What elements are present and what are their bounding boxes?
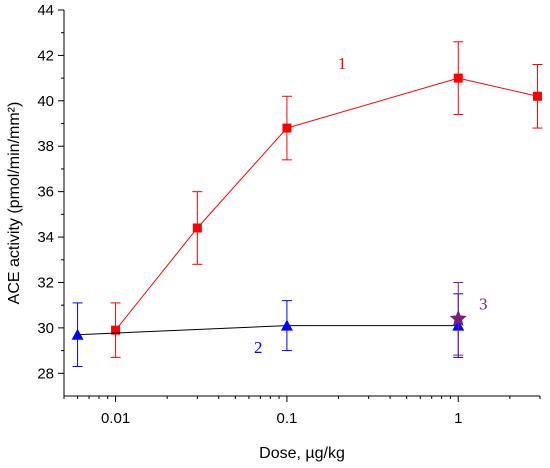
series-1-point <box>453 73 463 83</box>
series-2-point <box>280 319 293 331</box>
y-tick-label-38: 38 <box>37 138 54 155</box>
series-2-point <box>71 328 84 340</box>
y-tick-label-30: 30 <box>37 320 54 337</box>
series-layer: 1 2 3 <box>71 41 543 367</box>
series-1: 1 <box>110 41 543 358</box>
series-2: 2 <box>71 293 465 367</box>
series-1-point <box>192 223 202 233</box>
axes <box>63 10 540 397</box>
series-1-line <box>115 77 538 331</box>
y-tick-label-36: 36 <box>37 184 54 201</box>
series-3: 3 <box>449 281 488 356</box>
y-tick-label-34: 34 <box>37 229 54 246</box>
series-label-2: 2 <box>254 338 263 357</box>
y-tick-label-44: 44 <box>37 2 54 19</box>
series-1-point <box>111 325 121 335</box>
y-tick-label-40: 40 <box>37 93 54 110</box>
series-1-point <box>282 123 292 133</box>
x-tick-label-0: 0.01 <box>101 410 130 427</box>
series-label-1: 1 <box>338 54 347 73</box>
x-tick-label-2: 1 <box>454 410 462 427</box>
series-1-point <box>532 91 542 101</box>
series-3-point <box>449 309 467 327</box>
y-tick-label-28: 28 <box>37 365 54 382</box>
x-axis-title: Dose, µg/kg <box>259 445 345 462</box>
series-2-line <box>77 325 459 336</box>
y-tick-label-32: 32 <box>37 274 54 291</box>
y-tick-label-42: 42 <box>37 47 54 64</box>
series-label-3: 3 <box>479 295 488 314</box>
x-tick-label-1: 0.1 <box>276 410 297 427</box>
y-axis-title: ACE activity (pmol/min/mm²) <box>6 102 23 305</box>
